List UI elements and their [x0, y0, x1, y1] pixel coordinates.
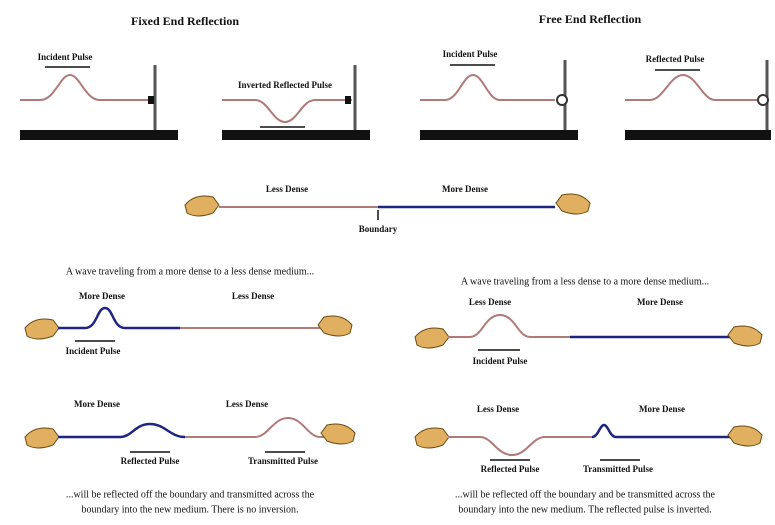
- rope: [20, 75, 155, 100]
- conclusion: ...will be reflected off the boundary an…: [66, 489, 315, 500]
- label: Reflected Pulse: [481, 464, 540, 474]
- label: Incident Pulse: [443, 49, 498, 59]
- knot: [148, 96, 154, 104]
- free-title: Free End Reflection: [539, 12, 642, 26]
- knot: [345, 96, 351, 104]
- hand: [185, 196, 219, 216]
- label: More Dense: [639, 404, 685, 414]
- hand: [318, 316, 352, 336]
- hand: [728, 326, 762, 346]
- hand: [556, 194, 590, 214]
- ring: [758, 95, 768, 105]
- rope: [448, 437, 592, 455]
- hand: [415, 428, 449, 448]
- hand: [321, 424, 355, 444]
- rope: [58, 308, 180, 328]
- rope: [448, 315, 570, 337]
- hand: [415, 328, 449, 348]
- rope: [420, 75, 555, 100]
- fixed-title: Fixed End Reflection: [131, 14, 239, 28]
- hand: [25, 319, 59, 339]
- hand: [25, 428, 59, 448]
- conclusion: boundary into the new medium. There is n…: [82, 504, 299, 515]
- label: Reflected Pulse: [121, 456, 180, 466]
- conclusion: ...will be reflected off the boundary an…: [455, 489, 716, 500]
- ground: [625, 130, 771, 140]
- intro: A wave traveling from a more dense to a …: [66, 266, 314, 277]
- ground: [420, 130, 578, 140]
- label: Incident Pulse: [38, 52, 93, 62]
- label: More Dense: [442, 184, 488, 194]
- rope: [625, 75, 757, 100]
- label: Boundary: [359, 224, 398, 234]
- rope: [222, 100, 352, 122]
- label: Less Dense: [226, 399, 268, 409]
- label: Incident Pulse: [473, 356, 528, 366]
- label: Less Dense: [477, 404, 519, 414]
- diagram: Fixed End Reflection Incident Pulse Inve…: [0, 0, 775, 525]
- label: Transmitted Pulse: [248, 456, 318, 466]
- label: Inverted Reflected Pulse: [238, 80, 332, 90]
- rope: [185, 418, 340, 437]
- ring: [557, 95, 567, 105]
- label: More Dense: [74, 399, 120, 409]
- conclusion: boundary into the new medium. The reflec…: [458, 504, 711, 515]
- intro: A wave traveling from a less dense to a …: [461, 276, 709, 287]
- label: Less Dense: [266, 184, 308, 194]
- hand: [728, 426, 762, 446]
- label: Reflected Pulse: [646, 54, 705, 64]
- ground: [222, 130, 370, 140]
- label: Transmitted Pulse: [583, 464, 653, 474]
- ground: [20, 130, 178, 140]
- label: Less Dense: [469, 297, 511, 307]
- rope: [592, 425, 730, 437]
- label: Incident Pulse: [66, 346, 121, 356]
- rope: [58, 424, 185, 437]
- label: More Dense: [79, 291, 125, 301]
- label: More Dense: [637, 297, 683, 307]
- label: Less Dense: [232, 291, 274, 301]
